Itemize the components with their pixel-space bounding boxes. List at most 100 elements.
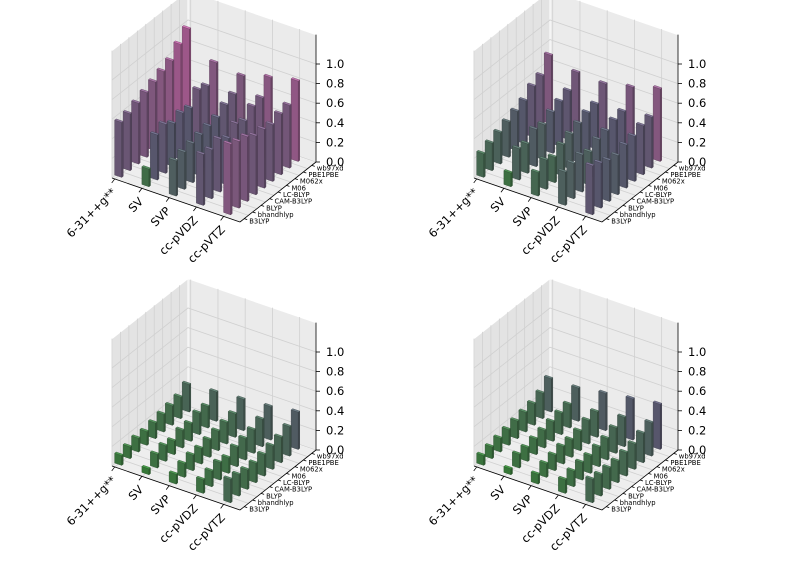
x-axis — [473, 465, 603, 511]
z-tick-label: 1.0 — [326, 57, 344, 71]
z-tick-label: 0.6 — [326, 384, 344, 398]
bar — [476, 150, 486, 178]
y-tick-label: B3LYP — [611, 218, 631, 226]
y-tick-label: M06 — [653, 472, 668, 480]
bar — [181, 25, 192, 125]
bar — [139, 427, 149, 446]
bar — [539, 156, 549, 190]
bar — [173, 393, 183, 420]
bar — [204, 145, 214, 200]
y-tick-label: M062x — [300, 466, 323, 474]
bar — [139, 88, 149, 158]
bar — [282, 101, 292, 169]
bar — [644, 113, 654, 169]
y-tick-label: B3LYP — [611, 506, 631, 514]
y-tick-label: CAM-B3LYP — [275, 198, 313, 206]
x-tick-label: SV — [487, 482, 508, 503]
bar — [240, 132, 250, 202]
y-tick-label: B3LYP — [249, 506, 269, 514]
bar — [528, 435, 539, 456]
bar — [574, 458, 585, 481]
bar — [273, 110, 284, 176]
bar — [585, 162, 595, 216]
x-axis — [111, 177, 241, 223]
y-tick-label: B3LYP — [249, 218, 269, 226]
bar — [627, 440, 637, 470]
z-tick-label: 0.6 — [688, 96, 706, 110]
bar — [625, 395, 635, 441]
bar — [501, 425, 511, 446]
bar — [511, 144, 522, 181]
y-tick-label: PBE1PBE — [308, 171, 338, 179]
bar — [610, 457, 620, 484]
bar — [255, 415, 265, 448]
bar — [158, 441, 168, 462]
bar — [156, 410, 166, 433]
x-axis — [473, 177, 603, 223]
z-tick-label: 0.8 — [688, 365, 706, 379]
y-tick-label: bhandhlyp — [620, 499, 656, 507]
y-tick-label: M06 — [653, 184, 668, 192]
bar — [535, 72, 545, 132]
bar — [618, 141, 629, 189]
y-tick-label: bhandhlyp — [620, 211, 656, 219]
bar — [219, 418, 229, 445]
bar — [591, 443, 602, 468]
y-tick-label: LC-BLYP — [645, 191, 672, 199]
bar — [564, 435, 574, 458]
z-tick-label: 0.2 — [326, 135, 344, 149]
y-tick-label: bhandhlyp — [258, 499, 294, 507]
bar — [290, 77, 301, 162]
bar — [484, 139, 495, 172]
bar — [122, 443, 133, 460]
y-tick-label: BLYP — [266, 492, 282, 500]
bar — [572, 427, 583, 452]
bar — [114, 451, 124, 466]
bar — [511, 450, 522, 469]
y-tick-label: CAM-B3LYP — [637, 486, 675, 494]
y-tick-label: CAM-B3LYP — [275, 486, 313, 494]
x-tick-label: 6-31++g** — [426, 185, 481, 240]
y-tick-label: LC-BLYP — [645, 479, 672, 487]
bar — [148, 419, 158, 440]
bar — [535, 389, 545, 420]
y-tick-label: LC-BLYP — [283, 191, 310, 199]
bar — [566, 467, 576, 488]
bar — [493, 434, 503, 453]
bar — [503, 169, 513, 188]
bar — [543, 51, 554, 125]
chart-panel-top-right: 0.00.20.40.60.81.06-31++g** SV SVPcc-pVDZc… — [426, 0, 706, 266]
bar — [503, 465, 513, 476]
bar — [231, 470, 242, 497]
bar — [114, 118, 124, 178]
x-tick-label: SVP — [510, 492, 536, 518]
bar — [168, 470, 179, 485]
bar — [501, 118, 511, 158]
bar — [238, 434, 248, 461]
bar — [518, 97, 528, 145]
y-tick-label: wb97xd — [317, 164, 344, 172]
bar — [240, 466, 250, 490]
bar — [168, 157, 179, 197]
y-tick-label: wb97xd — [679, 452, 706, 460]
y-tick-label: M062x — [300, 178, 323, 186]
z-tick-label: 0.8 — [326, 365, 344, 379]
bar — [585, 475, 595, 504]
z-tick-label: 0.6 — [326, 96, 344, 110]
bar — [581, 416, 591, 445]
bar — [227, 410, 238, 438]
bar — [526, 400, 537, 426]
z-tick-label: 0.2 — [688, 135, 706, 149]
bar — [177, 459, 187, 478]
bar — [581, 109, 591, 157]
y-tick-label: M06 — [291, 184, 306, 192]
y-tick-label: CAM-B3LYP — [637, 198, 675, 206]
bar — [547, 153, 558, 184]
bar — [518, 408, 528, 433]
bar — [510, 417, 520, 440]
z-tick-label: 0.2 — [688, 423, 706, 437]
bar — [141, 165, 151, 188]
bar — [547, 451, 558, 472]
z-tick-label: 0.8 — [688, 77, 706, 91]
y-tick-label: BLYP — [266, 204, 282, 212]
